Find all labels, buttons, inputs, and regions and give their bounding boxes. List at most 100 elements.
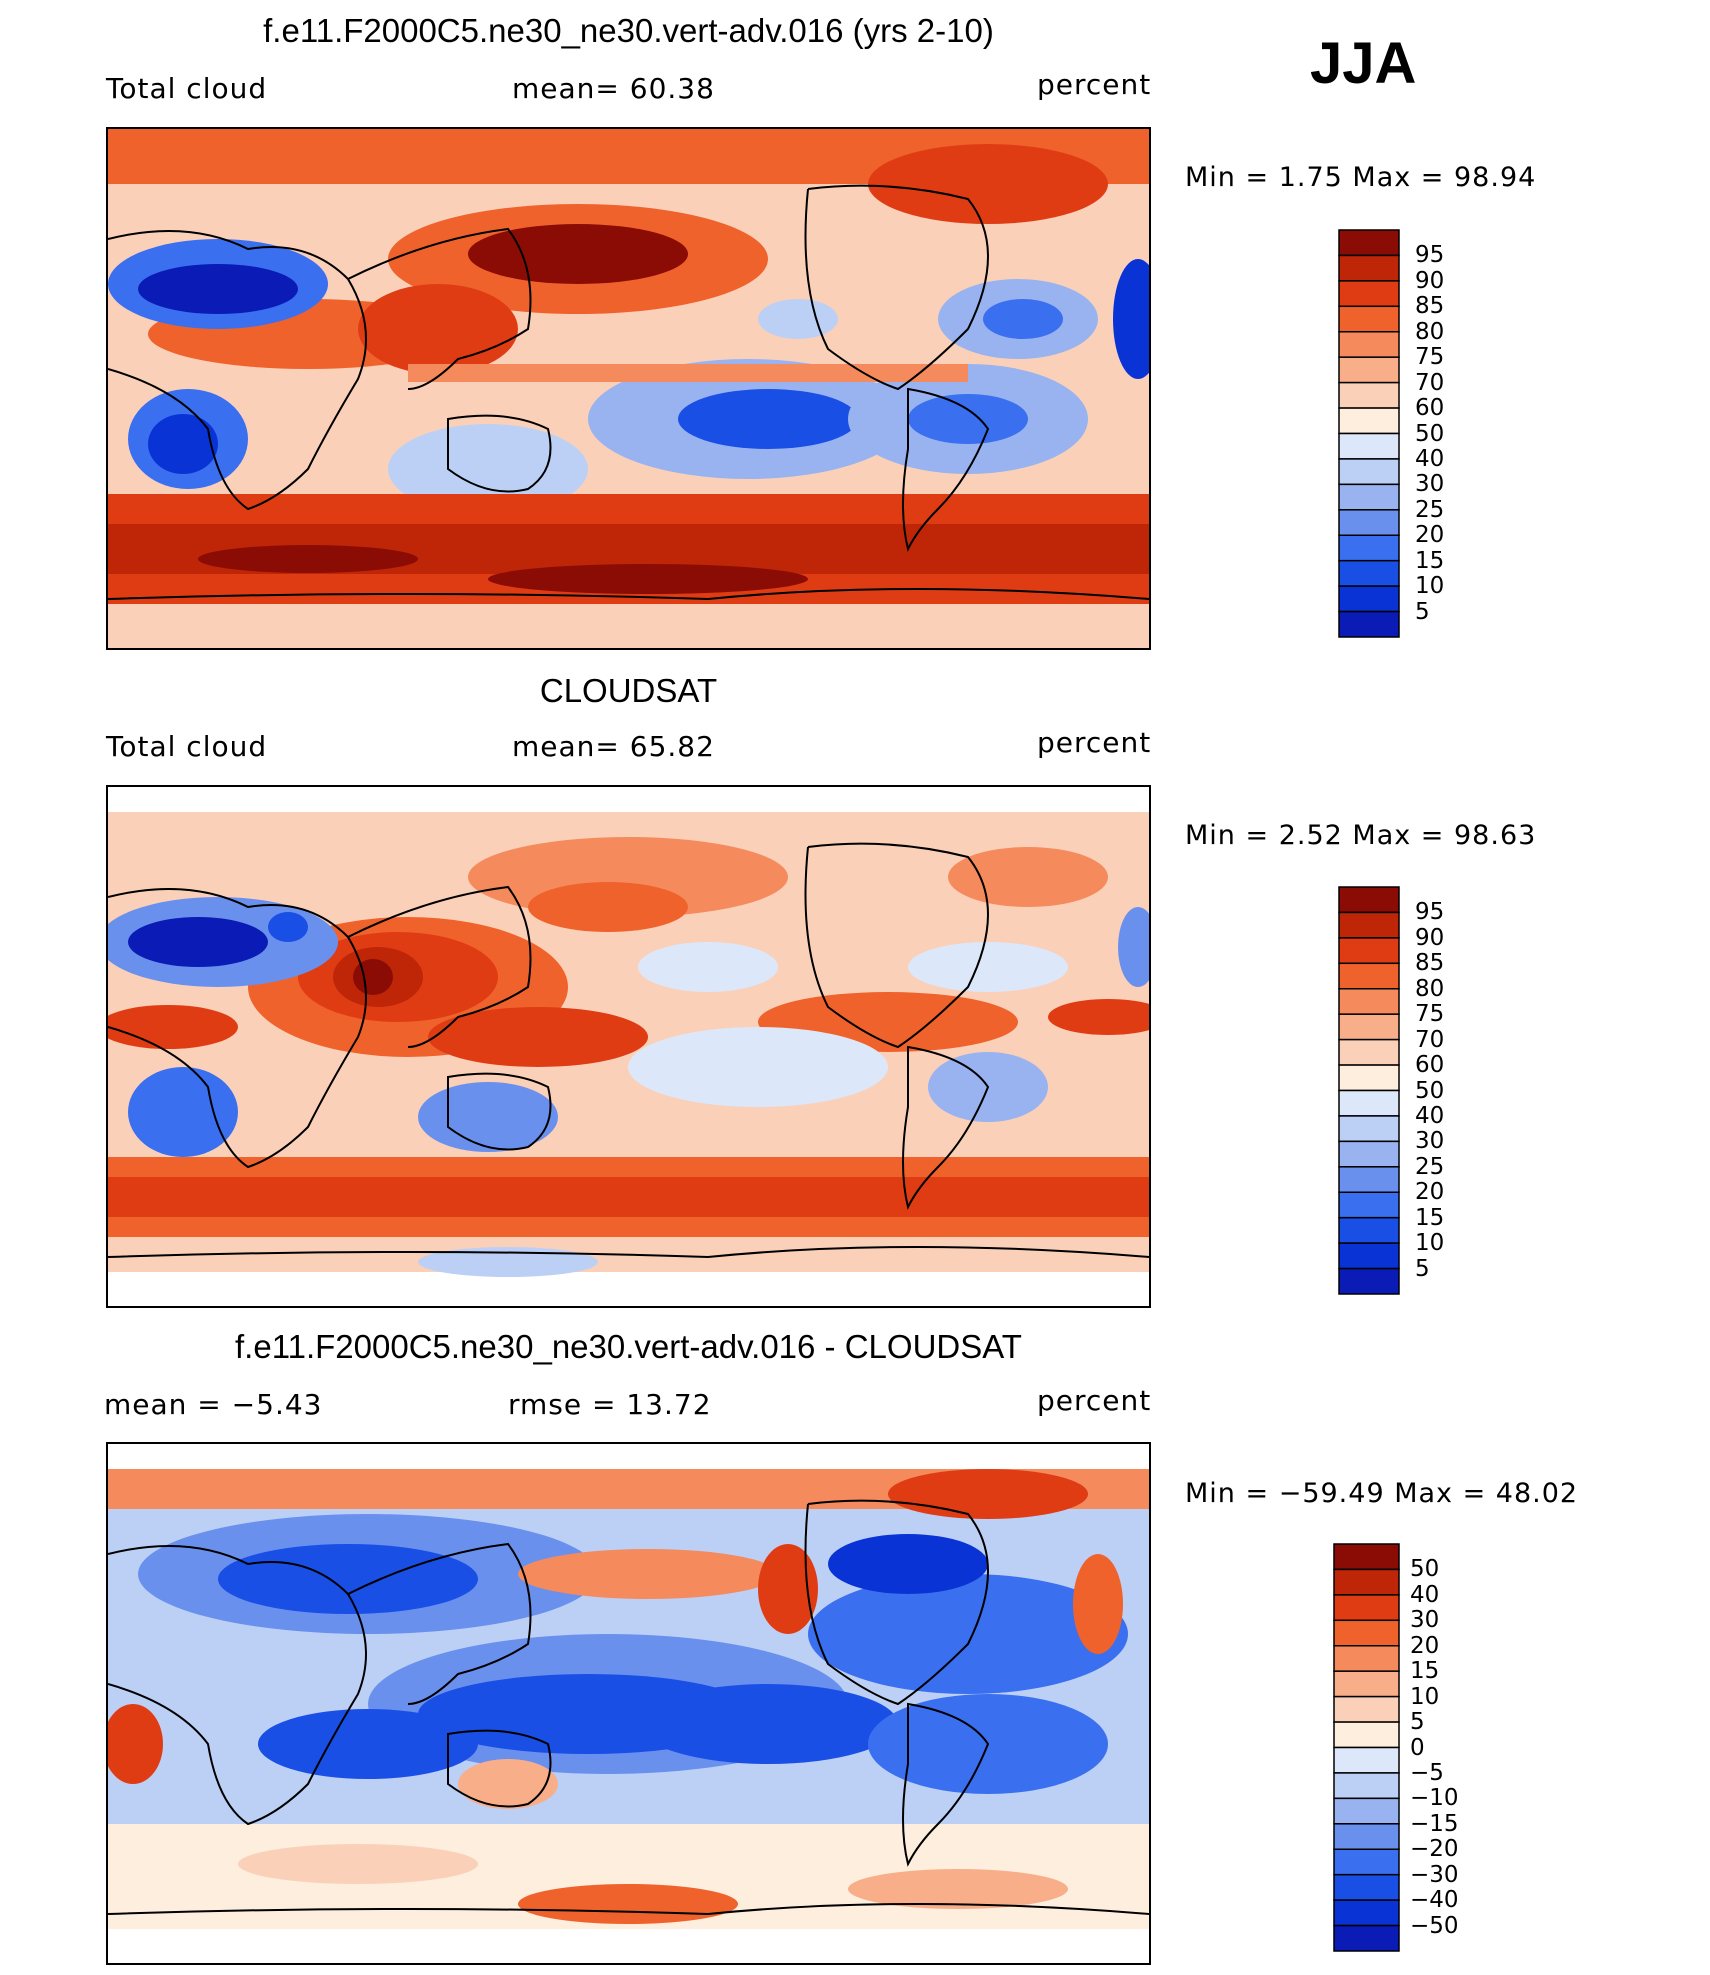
- panel1-units-label: percent: [1037, 68, 1152, 101]
- colorbar-box: [1338, 1038, 1400, 1066]
- panel1-colorbar-svg: [1338, 229, 1400, 638]
- colorbar-box: [1338, 585, 1400, 613]
- colorbar-box: [1333, 1899, 1400, 1927]
- colorbar-box: [1333, 1695, 1400, 1723]
- colorbar-box: [1333, 1619, 1400, 1647]
- colorbar-tick-label: 25: [1415, 1153, 1445, 1180]
- colorbar-tick-label: −40: [1410, 1887, 1459, 1914]
- colorbar-tick-label: 70: [1415, 1026, 1445, 1053]
- panel1-minmax: Min = 1.75 Max = 98.94: [1185, 162, 1537, 193]
- season-label: JJA: [1310, 31, 1417, 96]
- panel2-map: [106, 785, 1151, 1308]
- colorbar-tick-label: 15: [1415, 547, 1445, 574]
- colorbar-box: [1338, 1191, 1400, 1219]
- panel2-units-label: percent: [1037, 726, 1152, 759]
- colorbar-box: [1338, 911, 1400, 939]
- colorbar-box: [1333, 1772, 1400, 1800]
- colorbar-box: [1338, 381, 1400, 409]
- colorbar-box: [1338, 1089, 1400, 1117]
- panel3-title: f.e11.F2000C5.ne30_ne30.vert-adv.016 - C…: [235, 1328, 1022, 1365]
- colorbar-box: [1338, 280, 1400, 308]
- colorbar-box: [1333, 1543, 1400, 1571]
- colorbar-box: [1333, 1823, 1400, 1850]
- colorbar-box: [1333, 1924, 1400, 1952]
- colorbar-tick-label: 40: [1415, 1102, 1445, 1129]
- colorbar-box: [1338, 937, 1400, 965]
- colorbar-box: [1333, 1568, 1400, 1596]
- colorbar-tick-label: 10: [1410, 1683, 1440, 1710]
- panel1-map: [106, 127, 1151, 650]
- colorbar-tick-label: 50: [1410, 1556, 1440, 1583]
- colorbar-tick-label: −10: [1410, 1785, 1459, 1812]
- colorbar-box: [1338, 305, 1400, 333]
- colorbar-tick-label: 90: [1415, 924, 1445, 951]
- colorbar-box: [1338, 534, 1400, 562]
- colorbar-tick-label: 20: [1415, 522, 1445, 549]
- panel2-colorbar-svg: [1338, 886, 1400, 1295]
- colorbar-tick-label: 15: [1410, 1658, 1440, 1685]
- colorbar-tick-label: 0: [1410, 1734, 1425, 1761]
- colorbar-box: [1338, 254, 1400, 282]
- colorbar-box: [1338, 407, 1400, 435]
- colorbar-box: [1338, 962, 1400, 990]
- panel3-rmse-label: rmse = 13.72: [508, 1388, 712, 1421]
- colorbar-box: [1338, 331, 1400, 358]
- colorbar-tick-label: −50: [1410, 1912, 1459, 1939]
- panel1-colorbar: [1338, 229, 1400, 643]
- panel2-map-svg: [108, 787, 1149, 1306]
- colorbar-tick-label: 10: [1415, 1230, 1445, 1257]
- colorbar-box: [1338, 610, 1400, 638]
- colorbar-box: [1338, 356, 1400, 384]
- colorbar-box: [1338, 509, 1400, 536]
- colorbar-box: [1333, 1670, 1400, 1698]
- colorbar-tick-label: 50: [1415, 1077, 1445, 1104]
- colorbar-tick-label: 30: [1415, 471, 1445, 498]
- colorbar-tick-label: 60: [1415, 1052, 1445, 1079]
- colorbar-tick-label: 75: [1415, 1001, 1445, 1028]
- colorbar-box: [1338, 1216, 1400, 1244]
- panel3-minmax: Min = −59.49 Max = 48.02: [1185, 1478, 1579, 1509]
- colorbar-tick-label: 40: [1415, 445, 1445, 472]
- colorbar-tick-label: 25: [1415, 496, 1445, 523]
- colorbar-tick-label: 5: [1410, 1709, 1425, 1736]
- colorbar-box: [1333, 1721, 1400, 1749]
- panel2-minmax: Min = 2.52 Max = 98.63: [1185, 820, 1537, 851]
- colorbar-tick-label: 30: [1410, 1607, 1440, 1634]
- colorbar-tick-label: 5: [1415, 1255, 1430, 1282]
- colorbar-box: [1338, 988, 1400, 1015]
- colorbar-box: [1338, 559, 1400, 587]
- colorbar-tick-label: 50: [1415, 420, 1445, 447]
- colorbar-box: [1338, 1140, 1400, 1168]
- colorbar-tick-label: −20: [1410, 1836, 1459, 1863]
- colorbar-tick-label: 80: [1415, 318, 1445, 345]
- colorbar-box: [1338, 1242, 1400, 1270]
- panel1-title: f.e11.F2000C5.ne30_ne30.vert-adv.016 (yr…: [263, 12, 994, 49]
- colorbar-tick-label: 95: [1415, 242, 1445, 269]
- colorbar-box: [1338, 432, 1400, 460]
- panel3-colorbar: [1333, 1543, 1400, 1957]
- colorbar-box: [1338, 1064, 1400, 1092]
- colorbar-box: [1338, 229, 1400, 257]
- panel2-mean-label: mean= 65.82: [512, 730, 715, 763]
- colorbar-box: [1333, 1848, 1400, 1876]
- panel1-map-svg: [108, 129, 1149, 648]
- colorbar-tick-label: 85: [1415, 293, 1445, 320]
- colorbar-box: [1333, 1873, 1400, 1901]
- colorbar-box: [1338, 886, 1400, 914]
- colorbar-tick-label: 60: [1415, 395, 1445, 422]
- colorbar-tick-label: 90: [1415, 267, 1445, 294]
- colorbar-box: [1338, 483, 1400, 511]
- colorbar-tick-label: 70: [1415, 369, 1445, 396]
- colorbar-tick-label: 10: [1415, 573, 1445, 600]
- panel2-left-label: Total cloud: [106, 730, 268, 763]
- colorbar-box: [1333, 1645, 1400, 1672]
- panel1-left-label: Total cloud: [106, 72, 268, 105]
- colorbar-tick-label: 20: [1415, 1179, 1445, 1206]
- panel3-map: [106, 1442, 1151, 1965]
- panel2-title: CLOUDSAT: [539, 672, 718, 709]
- colorbar-box: [1333, 1594, 1400, 1622]
- colorbar-tick-label: 30: [1415, 1128, 1445, 1155]
- colorbar-tick-label: −15: [1410, 1810, 1459, 1837]
- colorbar-tick-label: 20: [1410, 1632, 1440, 1659]
- colorbar-tick-label: 15: [1415, 1204, 1445, 1231]
